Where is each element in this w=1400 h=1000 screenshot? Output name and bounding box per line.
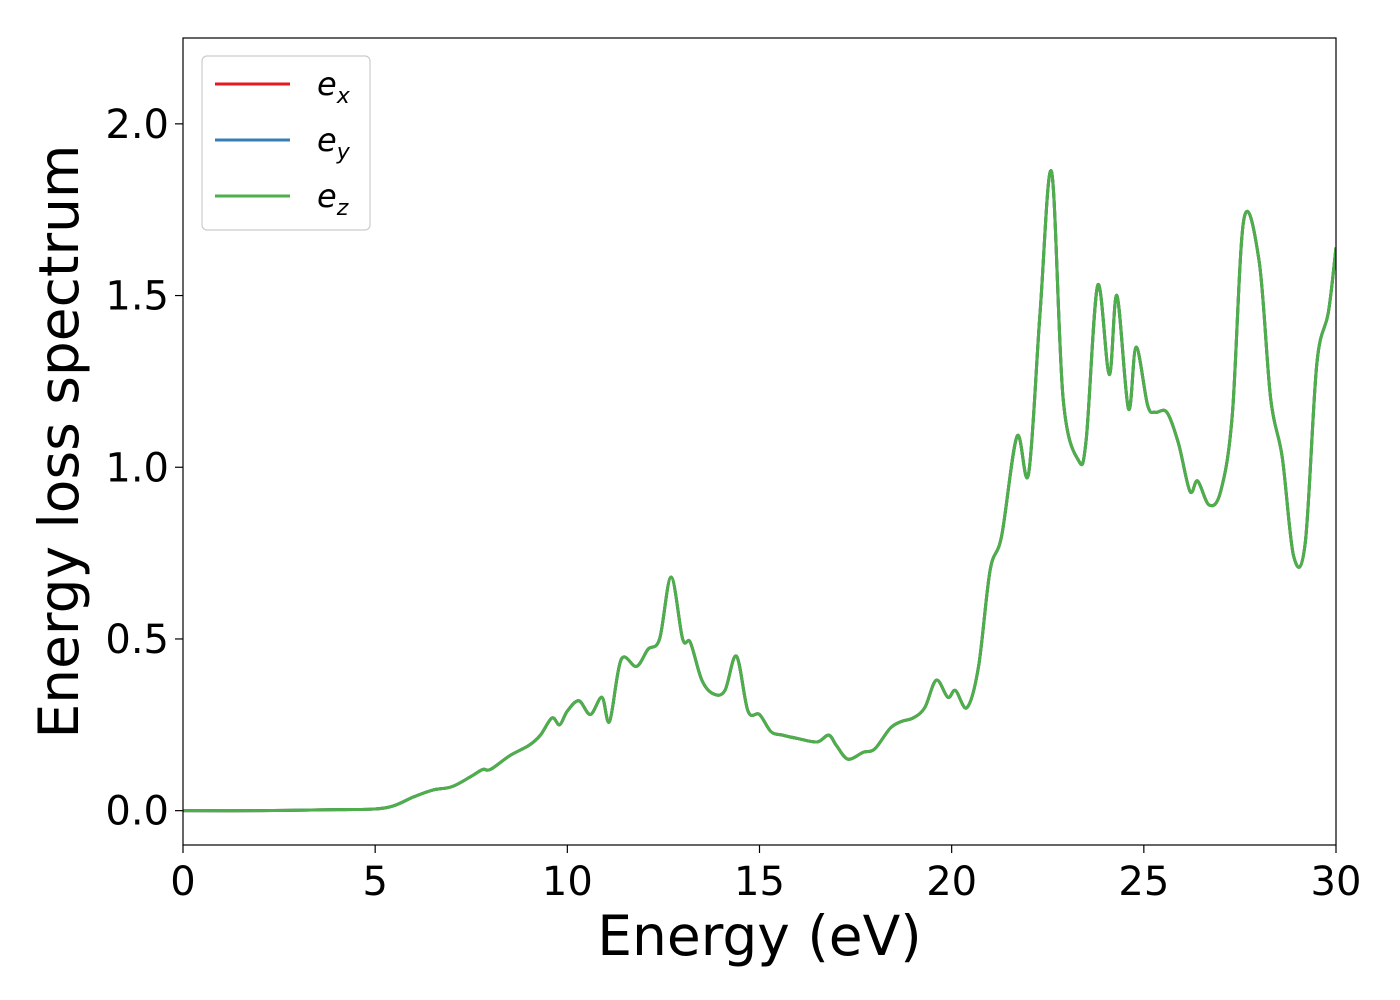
y-tick-label: 0.5 bbox=[105, 617, 169, 663]
x-tick-label: 30 bbox=[1311, 859, 1362, 905]
x-tick-label: 5 bbox=[362, 859, 387, 905]
y-axis-title: Energy loss spectrum bbox=[27, 144, 91, 738]
x-axis-title: Energy (eV) bbox=[597, 904, 921, 968]
legend-label-z: ez bbox=[317, 177, 349, 221]
x-tick-label: 0 bbox=[170, 859, 195, 905]
y-tick-label: 0.0 bbox=[105, 789, 169, 835]
legend: ex ey ez bbox=[201, 55, 371, 231]
x-axis-ticks: 0 5 10 15 20 25 30 bbox=[170, 845, 1361, 905]
legend-label-x: ex bbox=[317, 65, 351, 109]
x-tick-label: 10 bbox=[542, 859, 593, 905]
series-line-z bbox=[183, 169, 1336, 813]
plot-area bbox=[183, 169, 1336, 813]
y-tick-label: 2.0 bbox=[105, 102, 169, 148]
legend-label-y: ey bbox=[317, 121, 351, 165]
x-tick-label: 25 bbox=[1118, 859, 1169, 905]
legend-box bbox=[201, 55, 371, 231]
y-tick-label: 1.5 bbox=[105, 274, 169, 320]
y-tick-label: 1.0 bbox=[105, 445, 169, 491]
x-tick-label: 15 bbox=[734, 859, 785, 905]
x-tick-label: 20 bbox=[926, 859, 977, 905]
y-axis-ticks: 0.0 0.5 1.0 1.5 2.0 bbox=[105, 102, 183, 835]
